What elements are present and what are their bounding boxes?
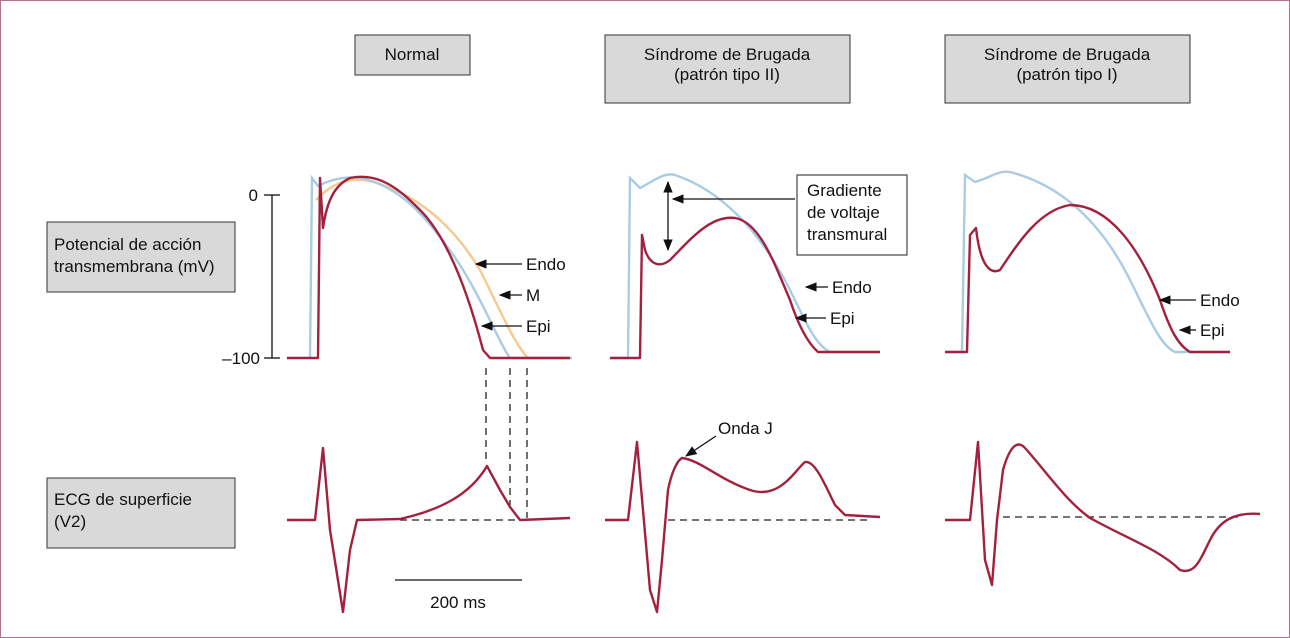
header: (patrón tipo I) — [1016, 65, 1117, 84]
annotation: Epi — [526, 317, 551, 336]
annotation: Endo — [526, 255, 566, 274]
row-label: ECG de superficie — [54, 490, 192, 509]
ecg — [605, 440, 881, 614]
ecg — [287, 446, 571, 614]
header-box — [604, 34, 851, 104]
header: Normal — [385, 45, 440, 64]
annotation: Endo — [1200, 291, 1240, 310]
curve-epi — [287, 175, 570, 360]
header-box — [354, 34, 471, 76]
annotation: de voltaje — [807, 203, 880, 222]
curve-endo — [308, 174, 572, 360]
annotation: Epi — [830, 309, 855, 328]
gradient-box — [796, 174, 908, 256]
curve-endo — [945, 170, 1230, 354]
ecg — [945, 440, 1261, 587]
row-label: (V2) — [54, 512, 86, 531]
curve-endo — [610, 173, 880, 360]
header: Síndrome de Brugada — [984, 45, 1151, 64]
curve-epi — [945, 203, 1230, 354]
row-label-box — [46, 477, 236, 549]
annotation: Endo — [832, 278, 872, 297]
annotation: Gradiente — [807, 181, 882, 200]
row-label: transmembrana (mV) — [54, 257, 215, 276]
axis-label: –100 — [222, 349, 260, 368]
header: Síndrome de Brugada — [644, 45, 811, 64]
axis-label: 0 — [249, 186, 258, 205]
header-box — [944, 34, 1191, 104]
annotation: transmural — [807, 225, 887, 244]
header: (patrón tipo II) — [674, 65, 780, 84]
scale-label: 200 ms — [430, 593, 486, 612]
annotation: Epi — [1200, 321, 1225, 340]
arrow — [685, 435, 717, 457]
row-label: Potencial de acción — [54, 235, 201, 254]
annotation: M — [526, 286, 540, 305]
annotation: Onda J — [718, 419, 773, 438]
row-label-box — [46, 221, 236, 293]
curve-m — [315, 178, 572, 360]
